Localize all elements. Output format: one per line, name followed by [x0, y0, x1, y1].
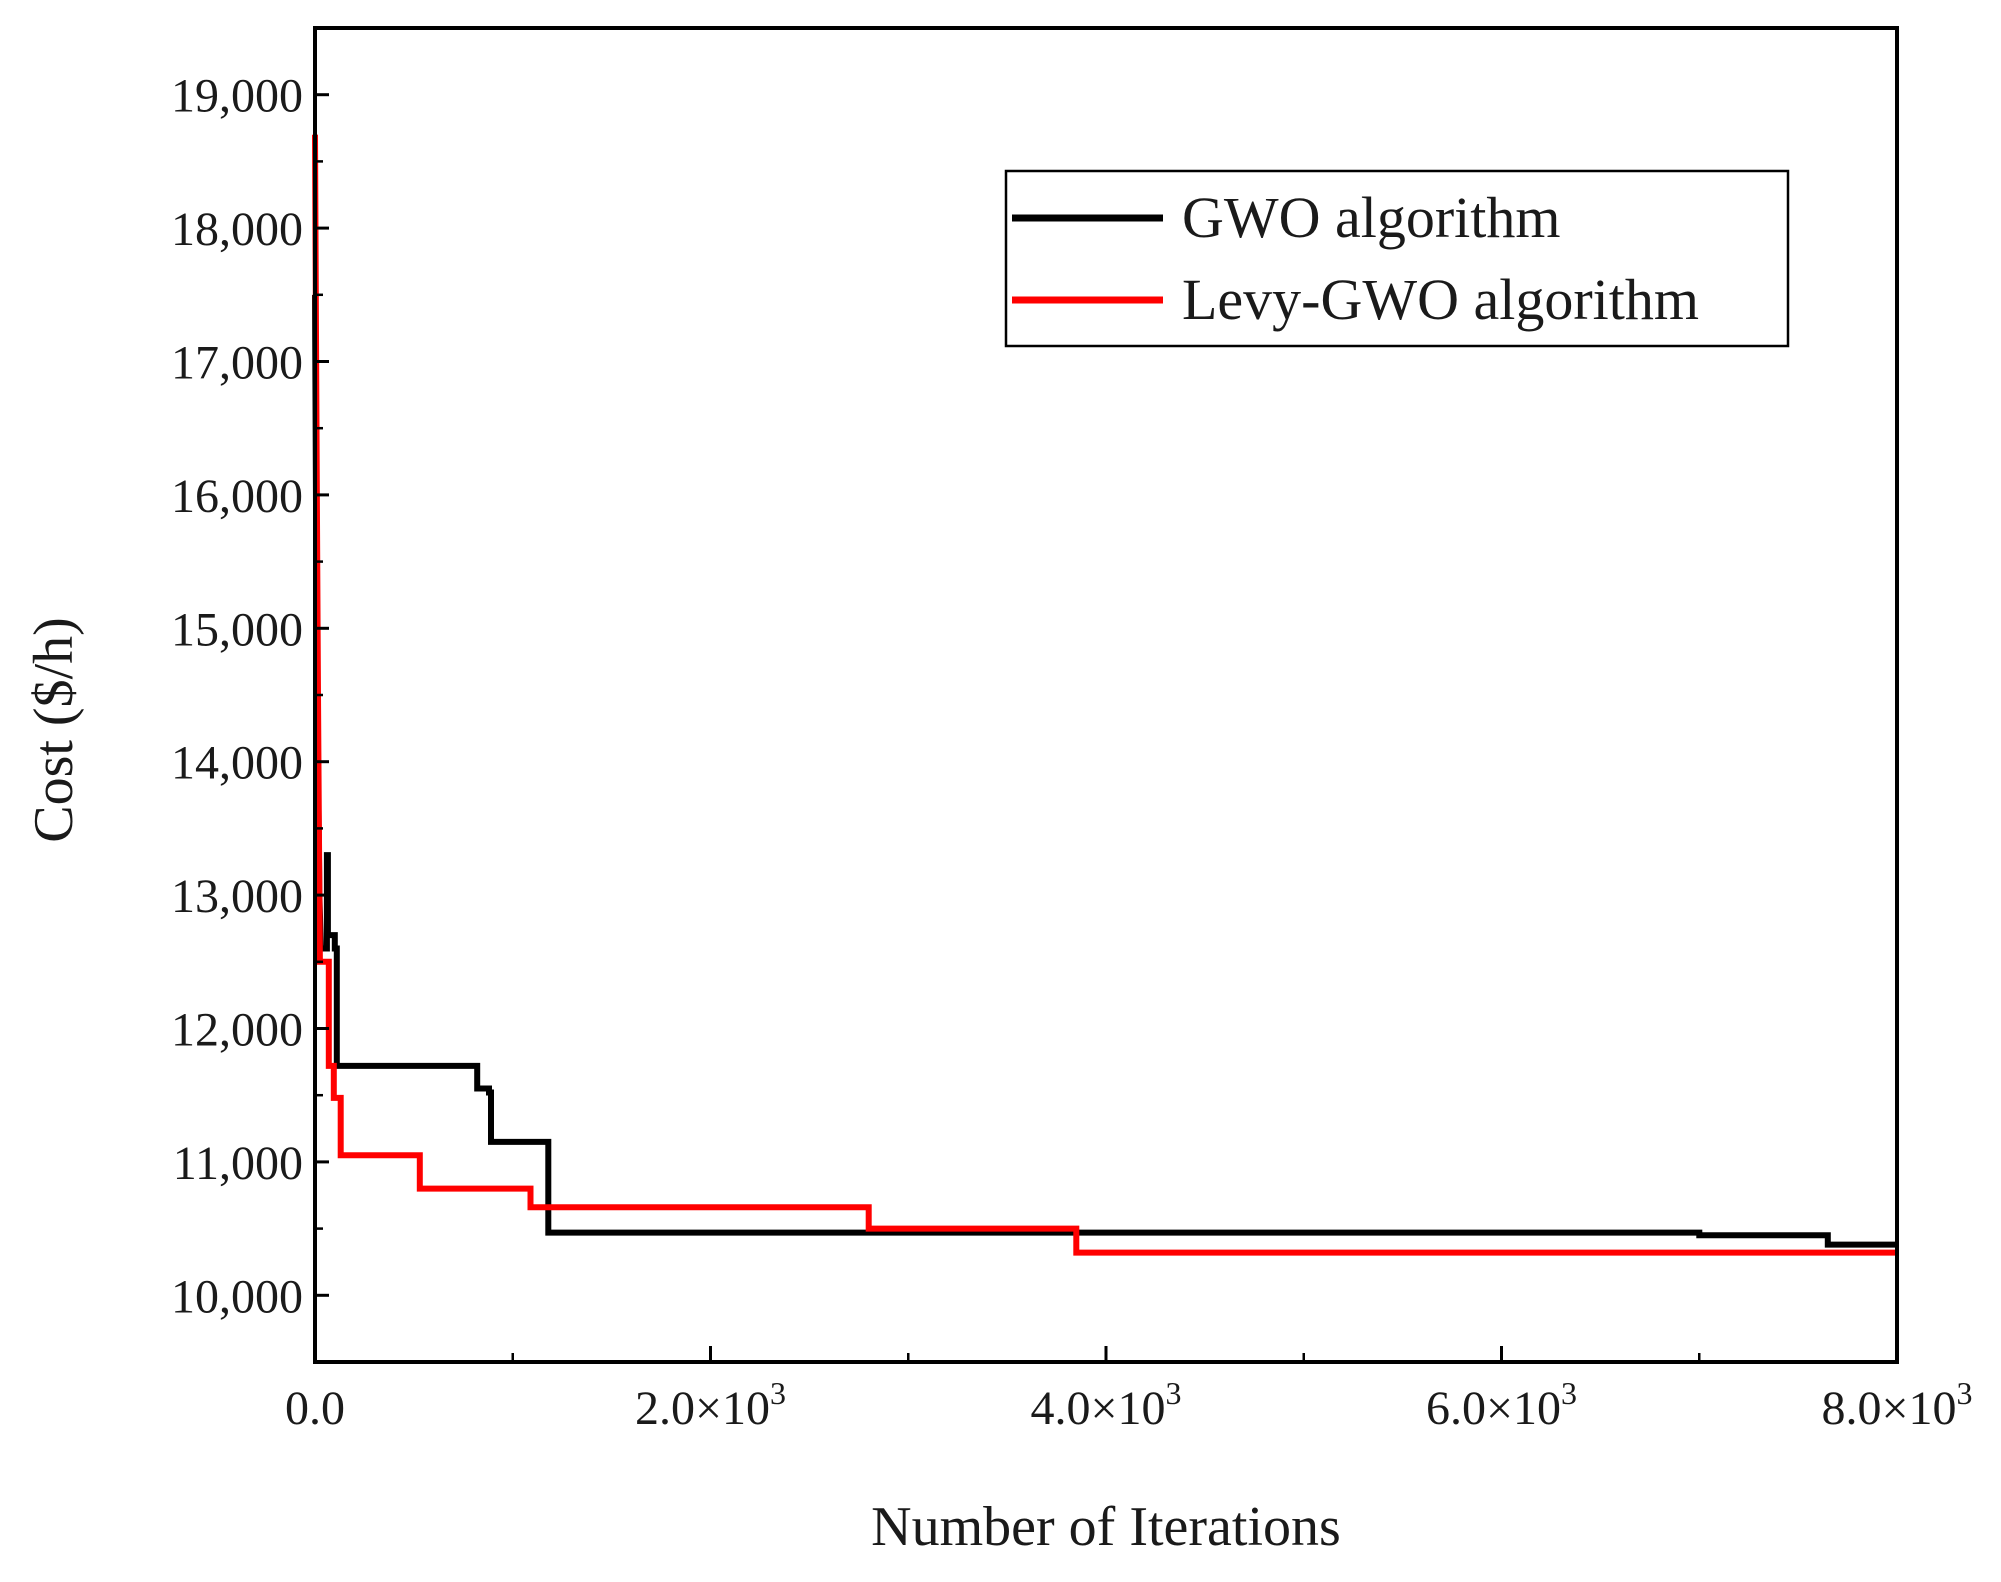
series-line-gwo [312, 294, 1897, 1248]
y-tick-label: 13,000 [171, 870, 303, 923]
legend-label-gwo: GWO algorithm [1182, 185, 1561, 250]
legend: GWO algorithm Levy-GWO algorithm [1004, 169, 1790, 348]
y-tick-label: 11,000 [173, 1137, 303, 1190]
y-tick-label: 16,000 [171, 470, 303, 523]
y-tick-label: 17,000 [171, 337, 303, 390]
y-axis-title: Cost ($/h) [23, 617, 85, 843]
x-axis-ticks: 0.0 2.0×103 4.0×103 6.0×103 8.0×103 [285, 1346, 1973, 1435]
y-tick-label: 19,000 [171, 70, 303, 123]
x-tick-label: 8.0×103 [1821, 1375, 1972, 1435]
x-tick-label: 0.0 [285, 1382, 345, 1435]
series-line-levy-gwo [312, 134, 1897, 1256]
y-tick-label: 14,000 [171, 737, 303, 790]
plot-area: 10,000 11,000 12,000 13,000 14,000 15,000 16,0… [171, 26, 1973, 1435]
y-axis-ticks: 10,000 11,000 12,000 13,000 14,000 15,000 16,0… [171, 70, 329, 1323]
x-axis-title: Number of Iterations [871, 1496, 1341, 1558]
y-tick-label: 12,000 [171, 1004, 303, 1057]
y-tick-label: 18,000 [171, 203, 303, 256]
legend-frame [1004, 169, 1790, 348]
x-tick-label: 4.0×103 [1030, 1375, 1181, 1435]
y-tick-label: 10,000 [171, 1270, 303, 1323]
y-tick-label: 15,000 [171, 603, 303, 656]
x-tick-label: 2.0×103 [635, 1375, 786, 1435]
legend-label-levy-gwo: Levy-GWO algorithm [1182, 267, 1699, 332]
x-tick-label: 6.0×103 [1426, 1375, 1577, 1435]
series-layer [312, 134, 1897, 1256]
